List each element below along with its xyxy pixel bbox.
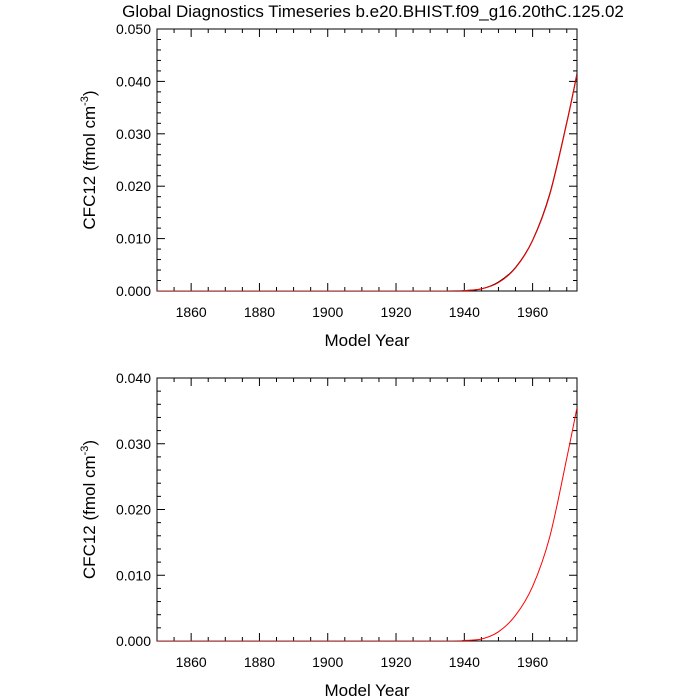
x-tick-label: 1900 [312, 654, 343, 670]
y-tick-label: 0.050 [116, 21, 151, 37]
x-tick-label: 1920 [380, 654, 411, 670]
x-tick-label: 1920 [380, 304, 411, 320]
y-tick-label: 0.030 [116, 126, 151, 142]
x-tick-label: 1940 [449, 654, 480, 670]
y-axis-label: CFC12 (fmol cm-3) [79, 440, 99, 579]
x-axis-label: Model Year [324, 331, 409, 350]
x-tick-label: 1880 [244, 654, 275, 670]
x-tick-label: 1860 [176, 654, 207, 670]
x-tick-label: 1860 [176, 304, 207, 320]
figure-title: Global Diagnostics Timeseries b.e20.BHIS… [122, 2, 624, 21]
x-tick-label: 1940 [449, 304, 480, 320]
y-tick-label: 0.030 [116, 436, 151, 452]
x-tick-label: 1880 [244, 304, 275, 320]
plot-frame [156, 28, 578, 292]
y-tick-label: 0.000 [116, 633, 151, 649]
y-tick-label: 0.020 [116, 178, 151, 194]
series-line-red [157, 407, 577, 641]
series-line-red [157, 74, 577, 291]
plot-frame [156, 377, 578, 642]
y-tick-label: 0.010 [116, 231, 151, 247]
series-line-black [157, 73, 577, 291]
x-tick-label: 1960 [517, 654, 548, 670]
y-tick-label: 0.020 [116, 502, 151, 518]
y-tick-label: 0.010 [116, 567, 151, 583]
x-tick-label: 1900 [312, 304, 343, 320]
y-axis-label: CFC12 (fmol cm-3) [79, 90, 99, 229]
plot-top: 1860 1880 1900 1920 1940 1960 0.000 0.010 0.020 0… [79, 21, 578, 350]
y-tick-label: 0.040 [116, 370, 151, 386]
x-tick-label: 1960 [517, 304, 548, 320]
y-tick-label: 0.040 [116, 73, 151, 89]
x-axis-label: Model Year [324, 681, 409, 700]
plot-bottom: 1860 1880 1900 1920 1940 1960 0.000 0.010 0.020 0… [79, 370, 578, 700]
y-tick-label: 0.000 [116, 283, 151, 299]
